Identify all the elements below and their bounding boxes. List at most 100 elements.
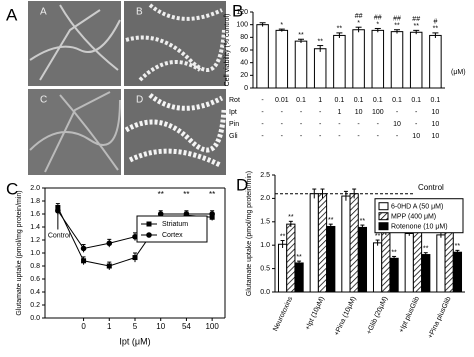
y-tick-label: 0.5: [260, 265, 270, 272]
x-tick-label: +Pina (10μM): [333, 296, 357, 337]
treatment-value: 0.1: [392, 97, 402, 104]
bar: [333, 34, 346, 89]
bar: [436, 234, 446, 293]
significance: ##: [412, 16, 420, 23]
treatment-value: -: [281, 109, 284, 116]
treatment-name: Pin: [229, 121, 239, 128]
legend-swatch: [378, 212, 389, 221]
y-tick-label: 1.6: [30, 211, 40, 218]
x-tick-label: 0: [81, 322, 86, 331]
bar: [409, 31, 423, 89]
y-tick-label: 0.4: [30, 289, 40, 296]
treatment-value: 1: [318, 97, 322, 104]
treatment-value: -: [338, 121, 341, 128]
micrographs: A B C D: [28, 1, 227, 175]
y-tick-label: 100: [236, 22, 248, 29]
treatment-value: -: [396, 133, 399, 140]
significance: ##: [374, 14, 382, 21]
marker: [106, 263, 112, 269]
significance: **: [455, 243, 461, 250]
marker: [106, 240, 113, 247]
legend-swatch: [378, 222, 389, 231]
significance: *: [376, 21, 379, 28]
marker: [80, 245, 87, 252]
x-tick-label: 54: [182, 322, 191, 331]
y-tick-label: 60: [240, 47, 248, 54]
y-tick-label: 1.2: [30, 237, 40, 244]
significance: **: [394, 23, 400, 30]
micrograph-label: A: [40, 7, 47, 18]
significance: *: [357, 20, 360, 27]
x-tick-label: Neurotoxins: [272, 295, 294, 332]
reference-label: Control: [418, 183, 444, 192]
treatment-name: Ipt: [229, 109, 237, 116]
marker: [183, 211, 190, 217]
y-axis-label: Cell viability (% control): [224, 14, 231, 87]
treatment-value: -: [396, 109, 399, 116]
treatment-value: -: [300, 133, 303, 140]
bar: [256, 24, 269, 89]
y-axis-label: Glutamate uptake (pmol/mg protein/min): [16, 190, 23, 315]
bar: [421, 254, 431, 293]
y-tick-label: 20: [240, 72, 248, 79]
significance: **: [209, 190, 215, 199]
significance: ##: [393, 16, 401, 23]
treatment-name: Rot: [229, 97, 240, 104]
bar: [277, 243, 288, 293]
significance: **: [183, 190, 189, 199]
treatment-value: 10: [412, 133, 420, 140]
treatment-value: 0.1: [335, 97, 345, 104]
neurite: [29, 4, 121, 81]
treatment-value: 10: [432, 121, 440, 128]
bar: [389, 257, 399, 293]
bar: [352, 29, 365, 89]
x-tick-label: +Glib (20μM): [366, 296, 390, 336]
y-tick-label: 0.0: [260, 289, 270, 296]
significance: **: [375, 233, 381, 240]
bar: [317, 193, 328, 293]
significance: **: [337, 26, 343, 33]
treatment-value: 0.1: [354, 97, 364, 104]
legend-label: Cortex: [162, 232, 183, 239]
y-tick-label: 2.5: [260, 172, 270, 179]
x-tick-label: 10: [156, 322, 165, 331]
y-tick-label: 0.6: [30, 276, 40, 283]
legend-label: Rotenone (10 μM): [391, 224, 448, 231]
treatment-value: 10: [393, 121, 401, 128]
treatment-value: -: [300, 121, 303, 128]
bar: [404, 233, 414, 293]
bar: [294, 40, 308, 89]
panel-label: A: [6, 5, 18, 24]
treatment-value: -: [357, 121, 360, 128]
legend-label: MPP (400 μM): [391, 214, 436, 221]
significance: **: [158, 190, 164, 199]
treatment-value: -: [357, 133, 360, 140]
treatment-value: 10: [432, 133, 440, 140]
bar: [341, 195, 351, 293]
significance: #: [433, 19, 437, 26]
treatment-value: -: [319, 109, 322, 116]
panel-label: D: [236, 175, 248, 194]
micrograph-label: D: [136, 95, 143, 106]
significance: **: [423, 246, 429, 253]
bar: [372, 242, 383, 293]
significance: **: [296, 254, 302, 261]
treatment-value: 0.1: [296, 97, 306, 104]
legend-marker: [146, 221, 152, 227]
y-tick-label: 0.2: [30, 302, 40, 309]
significance: **: [328, 217, 334, 224]
unit-label: (μM): [451, 69, 466, 76]
y-tick-label: 40: [240, 60, 248, 67]
treatment-value: -: [377, 133, 380, 140]
y-tick-label: 0: [244, 85, 248, 92]
x-tick-label: 5: [133, 322, 138, 331]
control-label: Control: [48, 232, 71, 239]
treatment-value: 1: [337, 109, 341, 116]
significance: **: [317, 38, 323, 45]
treatment-name: Gli: [229, 133, 238, 140]
legend-box: [374, 198, 464, 234]
marker: [81, 258, 87, 264]
treatment-value: 0.01: [275, 97, 289, 104]
bar: [286, 223, 296, 293]
